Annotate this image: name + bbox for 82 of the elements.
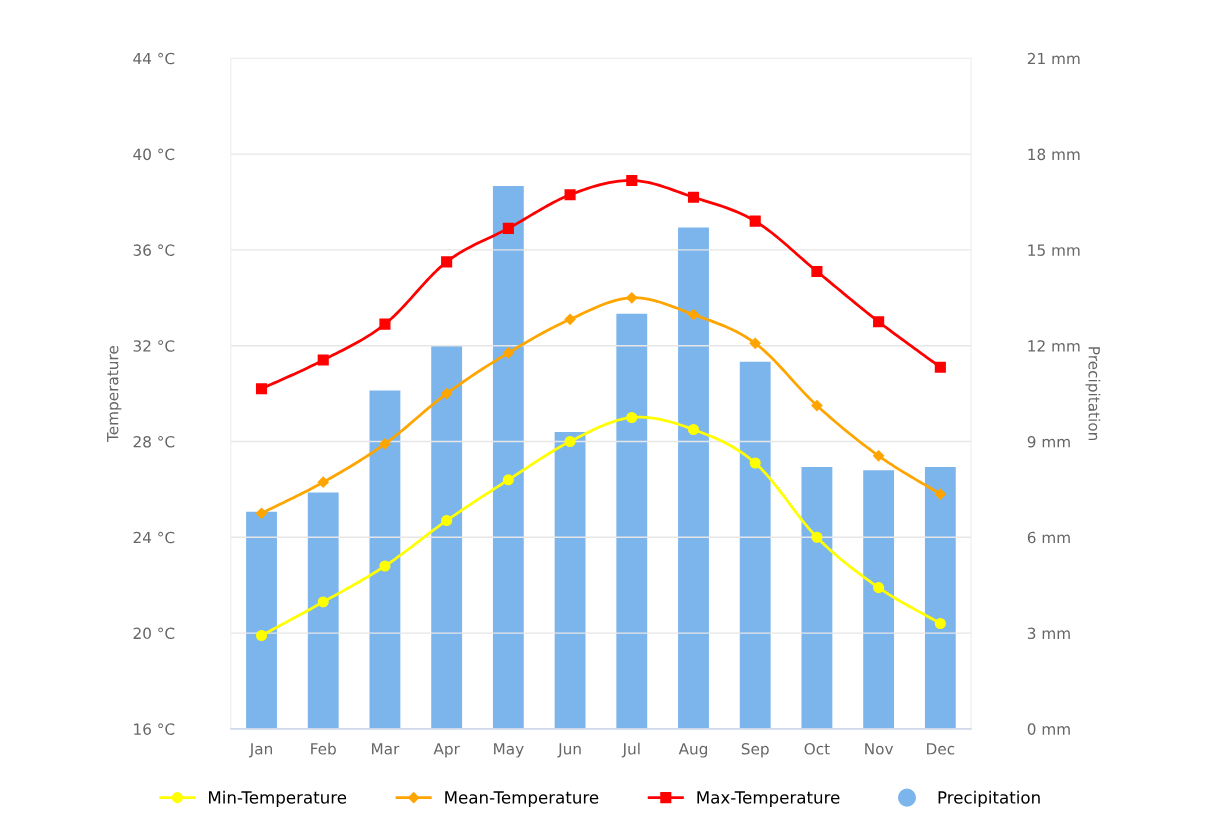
- point: [873, 582, 885, 594]
- y2-tick-label: 6 mm: [1027, 531, 1070, 544]
- bar: [739, 361, 771, 729]
- point: [502, 474, 514, 486]
- y2-tick-label: 18 mm: [1028, 148, 1080, 161]
- x-tick-label: Jan: [248, 743, 272, 758]
- x-tick-label: Oct: [804, 743, 830, 755]
- point: [934, 361, 946, 373]
- bar: [554, 431, 586, 729]
- x-tick-label: Apr: [433, 743, 460, 758]
- bar: [678, 227, 709, 729]
- point: [379, 318, 391, 330]
- bar: [307, 492, 339, 729]
- legend-label: Min-Temperature: [209, 790, 347, 807]
- point: [626, 411, 638, 424]
- x-tick-label: Aug: [678, 743, 708, 758]
- point: [934, 617, 946, 630]
- y2-tick-label: 9 mm: [1027, 435, 1070, 448]
- legend-label: Mean-Temperature: [445, 791, 599, 807]
- point: [687, 308, 700, 321]
- x-tick-label: Sep: [741, 743, 769, 758]
- y-tick-label: 28 °C: [133, 435, 175, 448]
- point: [626, 174, 638, 187]
- bar: [616, 313, 648, 729]
- point: [441, 256, 453, 268]
- y-tick-label: 32 °C: [133, 340, 175, 352]
- bar: [369, 390, 401, 729]
- x-tick-label: Nov: [865, 743, 894, 755]
- point: [317, 596, 329, 608]
- point: [811, 265, 823, 278]
- point: [749, 337, 761, 349]
- point: [564, 435, 576, 448]
- point: [441, 514, 453, 527]
- bar: [492, 186, 524, 729]
- point: [379, 560, 391, 572]
- point: [255, 507, 268, 519]
- point: [255, 383, 268, 395]
- point: [749, 215, 761, 227]
- bar: [863, 470, 895, 729]
- y2-tick-label: 0 mm: [1027, 723, 1070, 735]
- y-tick-label: 24 °C: [133, 531, 175, 544]
- point: [564, 189, 576, 201]
- point: [687, 423, 700, 436]
- point: [626, 292, 638, 304]
- legend-label: Max-Temperature: [697, 791, 840, 807]
- point: [687, 191, 700, 203]
- bar: [801, 467, 833, 729]
- y-tick-label: 36 °C: [133, 244, 175, 256]
- point: [502, 347, 514, 359]
- y2-axis-title: Precipitation: [1085, 347, 1101, 441]
- point: [379, 438, 391, 450]
- point: [811, 531, 823, 543]
- y2-tick-label: 3 mm: [1027, 627, 1070, 640]
- point: [502, 222, 514, 234]
- point: [441, 387, 453, 400]
- point: [934, 488, 946, 500]
- point: [317, 476, 329, 488]
- x-tick-label: Jul: [621, 742, 640, 758]
- point: [873, 316, 885, 328]
- point: [564, 313, 576, 325]
- point: [749, 457, 761, 469]
- point: [873, 450, 885, 462]
- y-tick-label: 40 °C: [133, 148, 175, 161]
- y-tick-label: 16 °C: [134, 723, 175, 735]
- point: [317, 354, 329, 366]
- y-tick-label: 44 °C: [133, 52, 175, 65]
- point: [811, 399, 823, 412]
- y-axis-title: Temperature: [107, 346, 122, 443]
- x-tick-label: Jun: [557, 743, 581, 758]
- x-tick-label: Mar: [372, 743, 400, 755]
- x-tick-label: Dec: [927, 743, 955, 755]
- bar: [924, 467, 956, 729]
- y2-tick-label: 21 mm: [1027, 52, 1080, 65]
- x-tick-label: May: [494, 743, 524, 758]
- legend-label: Precipitation: [938, 790, 1040, 807]
- bar: [431, 345, 463, 729]
- y2-tick-label: 12 mm: [1028, 340, 1080, 352]
- point: [255, 629, 268, 642]
- bar: [246, 511, 277, 729]
- x-tick-label: Feb: [311, 742, 336, 755]
- y2-tick-label: 15 mm: [1028, 244, 1080, 256]
- y-tick-label: 20 °C: [133, 627, 175, 640]
